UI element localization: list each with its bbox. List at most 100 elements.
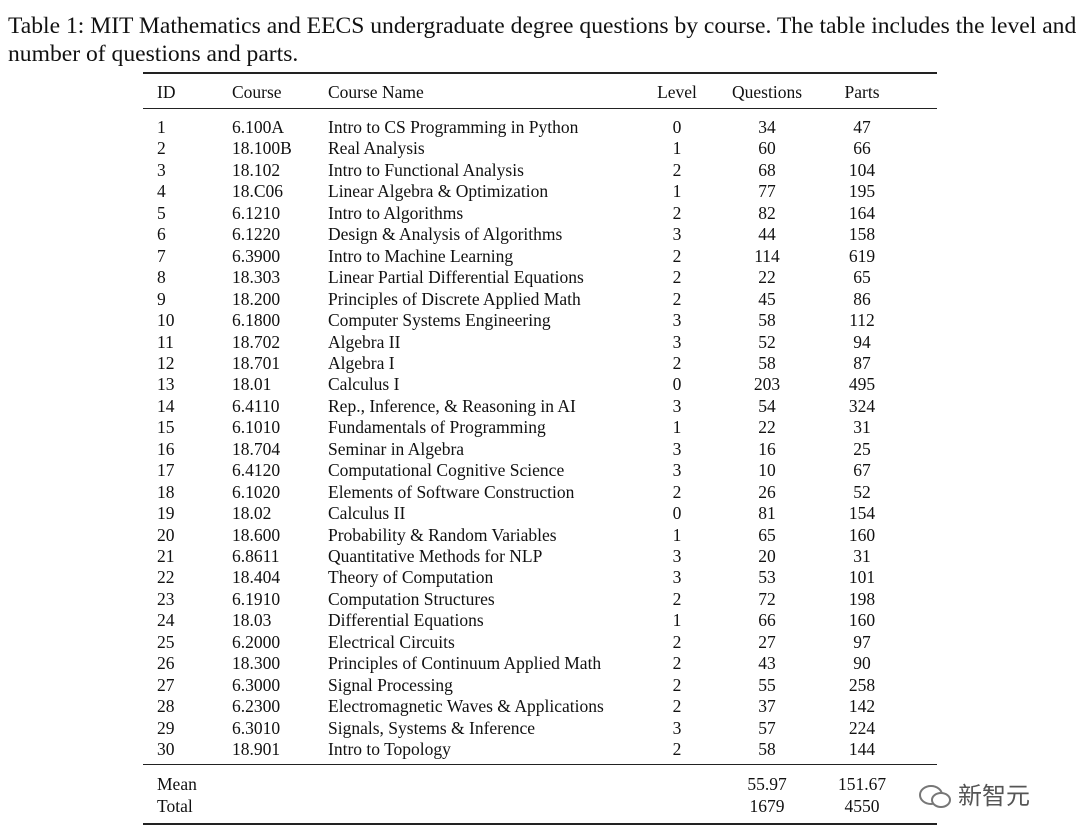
table-cell: 2 <box>672 159 682 180</box>
table-cell: Calculus II <box>328 503 406 524</box>
table-cell: 164 <box>848 202 876 223</box>
table-cell: 90 <box>853 653 871 674</box>
table-cell: 1 <box>672 524 682 545</box>
table-cell: 5 <box>157 202 166 223</box>
table-cell: 195 <box>848 181 876 202</box>
table-cell: 144 <box>848 739 876 760</box>
table-cell: 158 <box>848 224 876 245</box>
table-cell: 154 <box>848 503 876 524</box>
table-cell: 104 <box>848 159 876 180</box>
table-cell: 619 <box>848 245 876 266</box>
table-cell: Design & Analysis of Algorithms <box>328 224 563 245</box>
table-cell: 18.303 <box>232 267 281 288</box>
table-cell: 18.702 <box>232 331 281 352</box>
table-cell: 160 <box>848 610 876 631</box>
table-cell: 6.1210 <box>232 202 281 223</box>
table-cell: Intro to Topology <box>328 739 451 760</box>
table-cell: 66 <box>758 610 776 631</box>
table-cell: 26 <box>157 653 175 674</box>
table-cell: 6.1800 <box>232 310 281 331</box>
table-cell: 26 <box>758 481 776 502</box>
table-cell: 6.1910 <box>232 588 281 609</box>
table-cell: 6.2000 <box>232 631 281 652</box>
top-rule <box>143 72 937 74</box>
table-cell: 31 <box>853 417 871 438</box>
footer-cell: 4550 <box>844 795 880 816</box>
table-cell: 24 <box>157 610 175 631</box>
table-cell: 2 <box>157 138 166 159</box>
table-cell: 3 <box>672 460 682 481</box>
table-cell: 25 <box>157 631 175 652</box>
table-cell: 77 <box>758 181 776 202</box>
table-cell: 258 <box>848 674 876 695</box>
footer-cell: 1679 <box>749 795 785 816</box>
table-cell: Fundamentals of Programming <box>328 417 546 438</box>
table-cell: 18.704 <box>232 438 281 459</box>
table-cell: 57 <box>758 717 776 738</box>
table-cell: Algebra I <box>328 352 395 373</box>
table-cell: 19 <box>157 503 175 524</box>
table-cell: 87 <box>853 352 871 373</box>
table-cell: 15 <box>157 417 175 438</box>
table-cell: 43 <box>758 653 776 674</box>
table-cell: 30 <box>157 739 175 760</box>
table-cell: 18.102 <box>232 159 281 180</box>
table-cell: 18.200 <box>232 288 281 309</box>
table-cell: 55 <box>758 674 776 695</box>
table-cell: 17 <box>157 460 175 481</box>
table-cell: 7 <box>157 245 166 266</box>
table-cell: 20 <box>157 524 175 545</box>
table-cell: 6.3900 <box>232 245 281 266</box>
table-cell: 2 <box>672 481 682 502</box>
table-cell: 23 <box>157 588 175 609</box>
table-cell: 66 <box>853 138 871 159</box>
table-cell: Intro to CS Programming in Python <box>328 117 579 137</box>
table-cell: 2 <box>672 653 682 674</box>
table-cell: 13 <box>157 374 175 395</box>
table-cell: 18.02 <box>232 503 272 524</box>
table-cell: 1 <box>157 117 166 137</box>
table-cell: 58 <box>758 352 776 373</box>
table-cell: Algebra II <box>328 331 401 352</box>
table-cell: 22 <box>157 567 175 588</box>
table-cell: 9 <box>157 288 166 309</box>
table-cell: 52 <box>853 481 871 502</box>
table-cell: 18.01 <box>232 374 272 395</box>
table-cell: Real Analysis <box>328 138 425 159</box>
table-cell: 4 <box>157 181 166 202</box>
table-cell: Principles of Discrete Applied Math <box>328 288 581 309</box>
table-cell: 37 <box>758 696 776 717</box>
table-cell: 2 <box>672 288 682 309</box>
table-cell: 72 <box>758 588 776 609</box>
table-cell: 6.100A <box>232 117 285 137</box>
table-cell: Seminar in Algebra <box>328 438 465 459</box>
table-cell: 47 <box>853 117 871 137</box>
table-cell: 27 <box>758 631 776 652</box>
table-cell: Linear Partial Differential Equations <box>328 267 584 288</box>
table-cell: Computer Systems Engineering <box>328 310 551 331</box>
header-cell: ID <box>157 82 176 102</box>
table-cell: Intro to Machine Learning <box>328 245 514 266</box>
table-cell: 18.C06 <box>232 181 284 202</box>
table-cell: 224 <box>848 717 876 738</box>
table-cell: Electromagnetic Waves & Applications <box>328 696 604 717</box>
table-cell: 6 <box>157 224 166 245</box>
table-cell: 18.701 <box>232 352 281 373</box>
table-cell: 11 <box>157 331 174 352</box>
table-cell: Differential Equations <box>328 610 484 631</box>
table-cell: 60 <box>758 138 776 159</box>
table-cell: Intro to Functional Analysis <box>328 159 524 180</box>
table-cell: 65 <box>758 524 776 545</box>
table-cell: 2 <box>672 245 682 266</box>
table-cell: 2 <box>672 588 682 609</box>
footer-cell: 55.97 <box>747 774 787 794</box>
table-cell: 45 <box>758 288 776 309</box>
table-cell: 3 <box>672 224 682 245</box>
table-cell: 58 <box>758 739 776 760</box>
caption: Table 1: MIT Mathematics and EECS underg… <box>8 13 1077 67</box>
table-cell: 3 <box>672 546 682 566</box>
table-cell: 20 <box>758 546 776 566</box>
watermark-text: 新智元 <box>958 782 1030 810</box>
table-cell: 10 <box>157 310 175 331</box>
